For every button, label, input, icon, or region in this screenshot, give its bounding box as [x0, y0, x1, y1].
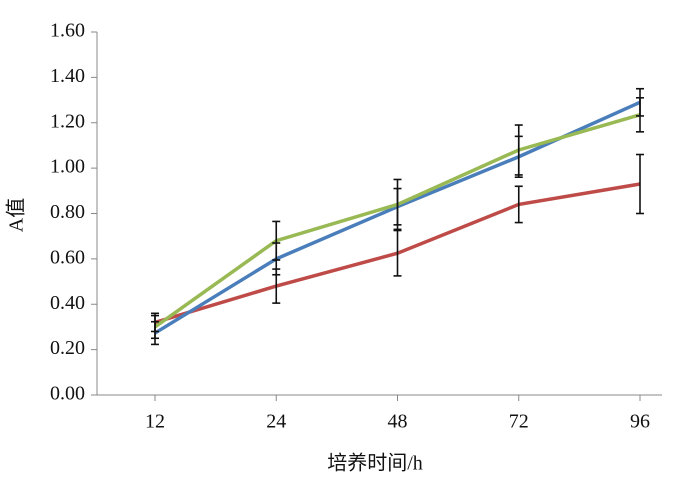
y-tick-label: 0.40	[50, 292, 85, 314]
error-bar	[272, 220, 281, 261]
x-tick-label: 12	[145, 411, 165, 433]
x-tick-label: 96	[630, 411, 650, 433]
error-bar	[636, 153, 644, 215]
y-tick-label: 0.00	[50, 383, 85, 405]
y-tick-label: 1.20	[50, 110, 85, 132]
y-tick-label: 1.60	[50, 20, 85, 42]
error-bar	[393, 229, 402, 277]
x-tick-label: 72	[509, 411, 529, 433]
y-tick-label: 1.00	[50, 156, 85, 178]
error-bar	[151, 314, 159, 340]
error-bar	[636, 96, 644, 133]
error-bar	[514, 185, 523, 224]
y-axis-label: A值	[5, 198, 28, 232]
y-tick-label: 0.80	[50, 201, 85, 223]
y-tick-label: 0.20	[50, 337, 85, 359]
error-bar	[514, 124, 523, 176]
x-axis-label: 培养时间/h	[327, 452, 423, 475]
x-tick-label: 48	[388, 411, 408, 433]
y-tick-label: 0.60	[50, 246, 85, 268]
y-tick-label: 1.40	[50, 65, 85, 87]
error-bar	[393, 178, 402, 231]
x-tick-label: 24	[266, 411, 286, 433]
